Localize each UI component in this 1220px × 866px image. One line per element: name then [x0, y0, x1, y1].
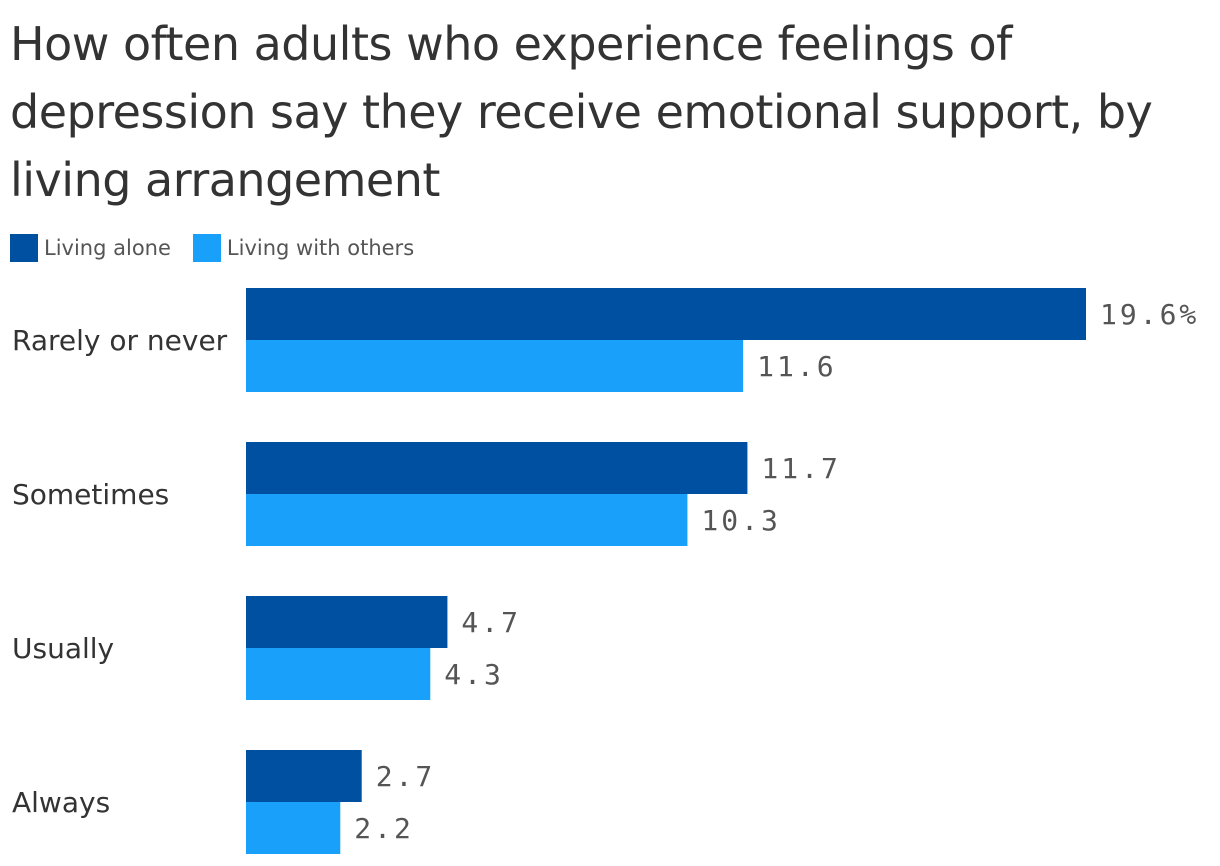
legend-swatch-living-alone: [10, 234, 38, 262]
bar-usually-living-with-others: [246, 648, 431, 700]
bar-sometimes-living-alone: [246, 442, 748, 494]
bar-always-living-with-others: [246, 802, 341, 854]
value-label-always-living-alone: 2.7: [376, 760, 436, 793]
value-label-rarely-or-never-living-alone: 19.6%: [1100, 298, 1199, 331]
value-label-usually-living-alone: 4.7: [461, 606, 521, 639]
category-label-sometimes: Sometimes: [12, 478, 169, 511]
legend-item-living-alone: Living alone: [10, 234, 171, 262]
bar-rarely-or-never-living-with-others: [246, 340, 744, 392]
legend-label-living-alone: Living alone: [44, 236, 171, 260]
category-label-rarely-or-never: Rarely or never: [12, 324, 228, 357]
legend-label-living-with-others: Living with others: [226, 236, 415, 260]
bar-always-living-alone: [246, 750, 362, 802]
legend-item-living-with-others: Living with others: [192, 234, 415, 262]
value-label-sometimes-living-alone: 11.7: [761, 452, 840, 485]
value-label-sometimes-living-with-others: 10.3: [701, 504, 780, 537]
value-label-always-living-with-others: 2.2: [354, 812, 414, 845]
category-label-always: Always: [12, 786, 110, 819]
bar-usually-living-alone: [246, 596, 448, 648]
bar-rarely-or-never-living-alone: [246, 288, 1086, 340]
legend: Living alone Living with others: [10, 234, 436, 262]
chart-title: How often adults who experience feelings…: [10, 17, 1153, 207]
bar-sometimes-living-with-others: [246, 494, 688, 546]
legend-swatch-living-with-others: [192, 234, 221, 262]
value-label-rarely-or-never-living-with-others: 11.6: [757, 350, 836, 383]
category-label-usually: Usually: [12, 632, 114, 665]
value-label-usually-living-with-others: 4.3: [444, 658, 504, 691]
